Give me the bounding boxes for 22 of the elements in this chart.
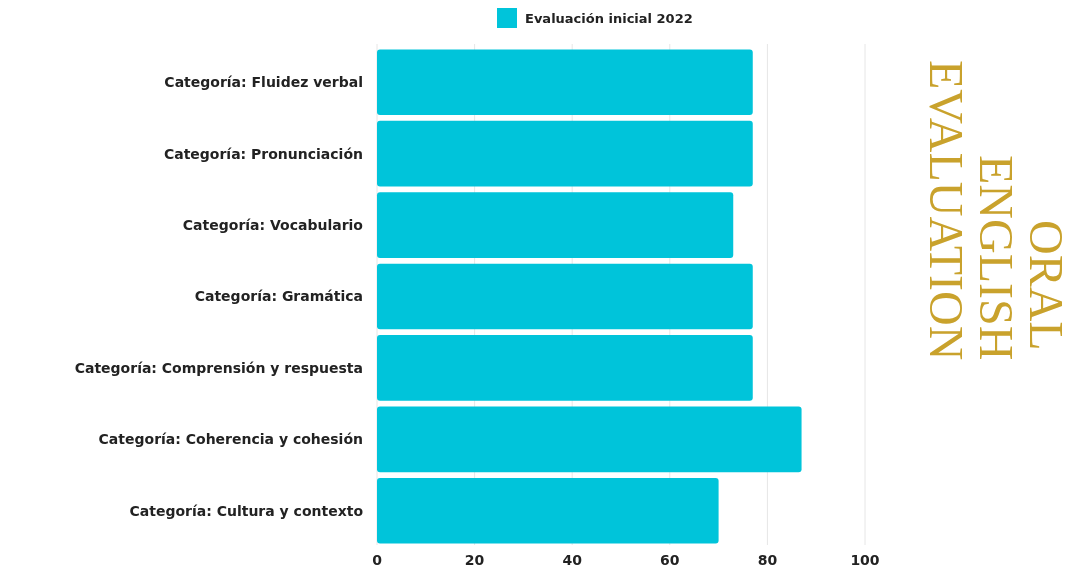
y-tick-label: Categoría: Pronunciación bbox=[163, 145, 363, 162]
y-tick-label: Categoría: Gramática bbox=[194, 288, 363, 305]
x-tick-label: 40 bbox=[562, 552, 583, 568]
y-tick-label: Categoría: Cultura y contexto bbox=[129, 502, 364, 519]
x-tick-label: 20 bbox=[464, 552, 485, 568]
text: ORAL ENGLISH EVALUATION bbox=[920, 60, 1073, 361]
y-tick-label: Categoría: Coherencia y cohesión bbox=[98, 431, 363, 448]
x-tick-label: 0 bbox=[372, 552, 383, 568]
bar bbox=[377, 406, 802, 473]
legend-label: Evaluación inicial 2022 bbox=[525, 10, 693, 26]
y-tick-label: Categoría: Fluidez verbal bbox=[164, 74, 363, 91]
bar bbox=[377, 120, 753, 187]
bar bbox=[377, 335, 753, 401]
bar bbox=[377, 477, 719, 544]
y-tick-label: Categoría: Comprensión y respuesta bbox=[74, 359, 363, 376]
x-tick-label: 60 bbox=[660, 552, 680, 568]
x-tick-label: 100 bbox=[850, 552, 880, 568]
x-tick-label: 80 bbox=[757, 552, 778, 568]
bar bbox=[377, 263, 753, 330]
bar bbox=[377, 192, 734, 258]
bar bbox=[377, 49, 753, 116]
y-tick-label: Categoría: Vocabulario bbox=[182, 216, 364, 233]
